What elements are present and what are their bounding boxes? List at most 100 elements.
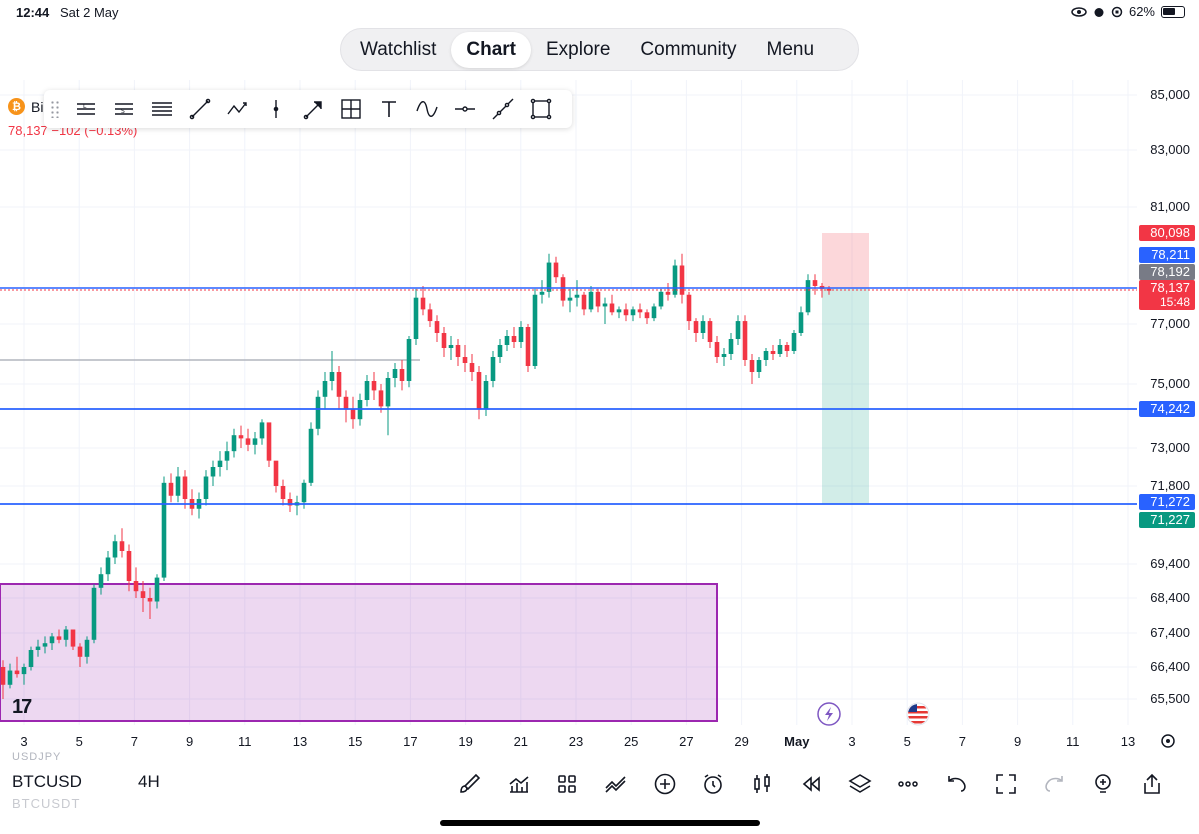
candle-body: [266, 422, 272, 461]
candle-body: [273, 460, 279, 486]
candle-body: [560, 277, 566, 301]
templates-icon[interactable]: [549, 766, 585, 802]
candle-body: [504, 336, 510, 345]
time-axis-tick: 13: [293, 734, 307, 749]
svg-text:L: L: [83, 103, 87, 110]
status-time: 12:44: [16, 5, 50, 20]
compare-icon[interactable]: [598, 766, 634, 802]
drawing-toolbar: L S: [44, 90, 572, 128]
candle-body: [441, 333, 447, 348]
candle-body: [518, 327, 524, 342]
tab-explore[interactable]: Explore: [546, 38, 611, 60]
candle-body: [105, 557, 111, 575]
candle-body: [280, 486, 286, 499]
us-flag-event-icon[interactable]: [906, 702, 930, 726]
candle-body: [658, 291, 664, 307]
fullscreen-icon[interactable]: [988, 766, 1024, 802]
status-bar: 12:44 Sat 2 May 62%: [0, 0, 1199, 24]
tab-community[interactable]: Community: [640, 38, 737, 60]
candle-body: [385, 378, 391, 407]
time-axis-tick: 11: [238, 734, 252, 749]
undo-icon[interactable]: [939, 766, 975, 802]
price-label-countdown: 15:48: [1160, 295, 1190, 309]
short-position-target-zone[interactable]: [822, 288, 869, 504]
chart-settings-icon[interactable]: [1161, 734, 1175, 748]
candle-body: [630, 309, 636, 316]
candle-type-icon[interactable]: [744, 766, 780, 802]
redo-icon[interactable]: [1036, 766, 1072, 802]
time-axis-tick: 13: [1121, 734, 1135, 749]
candle-body: [574, 294, 580, 298]
cross-line-icon[interactable]: [339, 96, 364, 122]
price-label-badge: [1139, 264, 1195, 280]
curve-icon[interactable]: [414, 96, 439, 122]
status-indicators: 62%: [1071, 4, 1185, 19]
alert-icon[interactable]: [695, 766, 731, 802]
candle-body: [336, 372, 342, 397]
long-position-icon[interactable]: L: [74, 96, 99, 122]
rotation-lock-icon: [1111, 6, 1123, 17]
candle-body: [539, 291, 545, 295]
candle-body: [735, 321, 741, 339]
candle-body: [616, 309, 622, 313]
more-icon[interactable]: [890, 766, 926, 802]
candle-body: [91, 587, 97, 640]
candle-body: [63, 629, 69, 640]
candle-body: [182, 476, 188, 499]
arrow-icon[interactable]: [301, 96, 326, 122]
horizontal-lines-icon[interactable]: [149, 96, 174, 122]
drag-handle-icon[interactable]: [50, 100, 60, 118]
path-icon[interactable]: [225, 96, 250, 122]
brush-icon[interactable]: [452, 766, 488, 802]
time-axis-tick: 19: [458, 734, 472, 749]
time-axis[interactable]: 3 5 7 9 11 13 15 17 19 21 23 25 27 29 May 3 5 7 9 11 13: [20, 734, 1135, 749]
candle-body: [154, 577, 160, 602]
interval-selector[interactable]: 4H: [138, 772, 160, 791]
share-icon[interactable]: [1134, 766, 1170, 802]
add-icon[interactable]: [647, 766, 683, 802]
horizontal-ray-icon[interactable]: [452, 96, 477, 122]
demand-zone[interactable]: [0, 583, 718, 722]
candle-body: [728, 339, 734, 354]
price-label-value: 78,137: [1150, 280, 1190, 295]
object-tree-icon[interactable]: [1085, 766, 1121, 802]
tab-chart[interactable]: Chart: [451, 31, 531, 68]
tab-watchlist[interactable]: Watchlist: [360, 38, 437, 60]
candle-body: [329, 372, 335, 381]
replay-icon[interactable]: [793, 766, 829, 802]
text-icon[interactable]: [377, 96, 402, 122]
price-chart[interactable]: 85,000 83,000 81,000 77,000 75,000 73,000 71,8…: [0, 80, 1199, 758]
bottom-toolbar: USDJPY BTCUSD BTCUSDT 4H: [0, 751, 1199, 811]
candle-body: [581, 294, 587, 310]
candle-body: [644, 312, 650, 319]
candle-body: [245, 438, 251, 445]
battery-icon: [1161, 5, 1185, 18]
indicators-icon[interactable]: [501, 766, 537, 802]
symbol-header[interactable]: ₿ Bi: [8, 98, 43, 115]
candle-body: [210, 467, 216, 477]
symbol-selector[interactable]: BTCUSD: [12, 772, 82, 791]
candle-body: [742, 321, 748, 360]
candle-body: [70, 629, 76, 647]
lightning-icon[interactable]: [817, 702, 841, 726]
extended-line-icon[interactable]: [490, 96, 515, 122]
candle-body: [175, 476, 181, 496]
tab-menu[interactable]: Menu: [766, 38, 815, 60]
short-position-icon[interactable]: S: [112, 96, 137, 122]
layers-icon[interactable]: [842, 766, 878, 802]
home-indicator[interactable]: [440, 820, 760, 826]
candle-body: [686, 294, 692, 322]
candle-body: [301, 482, 307, 503]
candle-body: [553, 262, 559, 278]
trend-line-icon[interactable]: [187, 96, 212, 122]
symbol-name: Bi: [31, 98, 44, 115]
vertical-line-icon[interactable]: [263, 96, 288, 122]
time-axis-tick: 5: [76, 734, 83, 749]
candle-body: [469, 363, 475, 372]
short-position-stop-zone[interactable]: [822, 233, 869, 288]
price-label-value: 74,242: [1150, 401, 1190, 416]
candle-body: [546, 262, 552, 292]
rectangle-icon[interactable]: [528, 96, 553, 122]
price-axis[interactable]: 85,000 83,000 81,000 77,000 75,000 73,000 71,8…: [1150, 87, 1190, 706]
svg-text:S: S: [121, 108, 125, 115]
